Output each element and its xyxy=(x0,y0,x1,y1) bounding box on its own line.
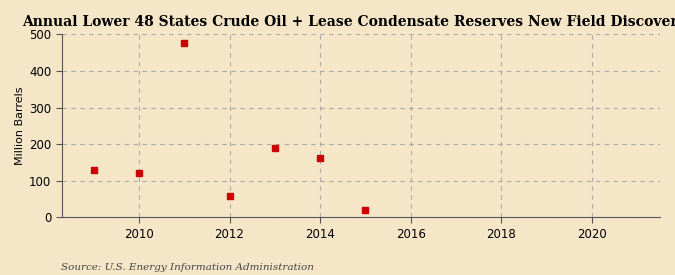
Title: Annual Lower 48 States Crude Oil + Lease Condensate Reserves New Field Discoveri: Annual Lower 48 States Crude Oil + Lease… xyxy=(22,15,675,29)
Text: Source: U.S. Energy Information Administration: Source: U.S. Energy Information Administ… xyxy=(61,263,314,272)
Y-axis label: Million Barrels: Million Barrels xyxy=(15,87,25,165)
